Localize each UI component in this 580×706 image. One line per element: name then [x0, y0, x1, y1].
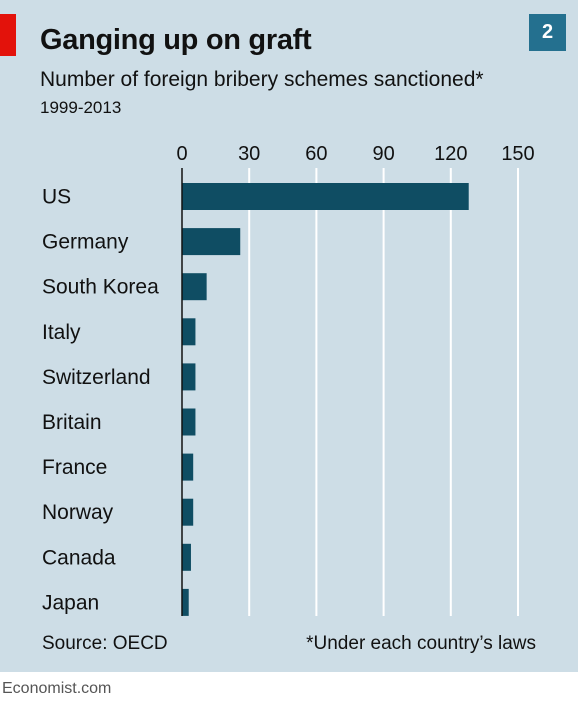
- x-tick-label: 90: [372, 143, 394, 165]
- bar: [182, 183, 469, 210]
- category-label: France: [42, 456, 107, 479]
- publisher-credit: Economist.com: [2, 680, 112, 697]
- bar: [182, 228, 241, 256]
- category-label: South Korea: [42, 276, 159, 299]
- x-tick-label: 60: [305, 143, 327, 165]
- chart-title: Ganging up on graft: [40, 24, 312, 56]
- category-labels: US Germany South Korea Italy Switzerland Brit…: [42, 186, 159, 615]
- footnote: *Under each country’s laws: [306, 633, 536, 654]
- bar: [182, 363, 196, 391]
- chart-subtitle: Number of foreign bribery schemes sancti…: [40, 68, 484, 91]
- category-label: Britain: [42, 411, 102, 434]
- bar: [182, 588, 189, 616]
- category-label: Germany: [42, 231, 129, 254]
- grid-lines: [248, 168, 519, 616]
- category-label: Japan: [42, 591, 99, 614]
- bar: [182, 408, 196, 436]
- red-accent-tag: [0, 14, 16, 56]
- x-tick-label: 120: [434, 143, 467, 165]
- category-label: Norway: [42, 501, 114, 524]
- chart-panel: [0, 0, 578, 672]
- x-tick-label: 30: [238, 143, 260, 165]
- x-tick-label: 150: [501, 143, 534, 165]
- bars: [182, 183, 469, 616]
- x-tick-label: 0: [176, 143, 187, 165]
- chart-number-badge: 2: [529, 14, 566, 51]
- category-label: Italy: [42, 321, 81, 344]
- category-label: Switzerland: [42, 366, 151, 389]
- category-label: US: [42, 186, 71, 209]
- chart-period: 1999-2013: [40, 98, 122, 117]
- bar: [182, 453, 194, 481]
- bar: [182, 273, 207, 301]
- source-note: Source: OECD: [42, 633, 168, 654]
- bar: [182, 318, 196, 346]
- category-label: Canada: [42, 546, 116, 569]
- bar: [182, 543, 191, 571]
- x-tick-labels: 0 30 60 90 120 150: [176, 143, 534, 165]
- bar: [182, 498, 194, 526]
